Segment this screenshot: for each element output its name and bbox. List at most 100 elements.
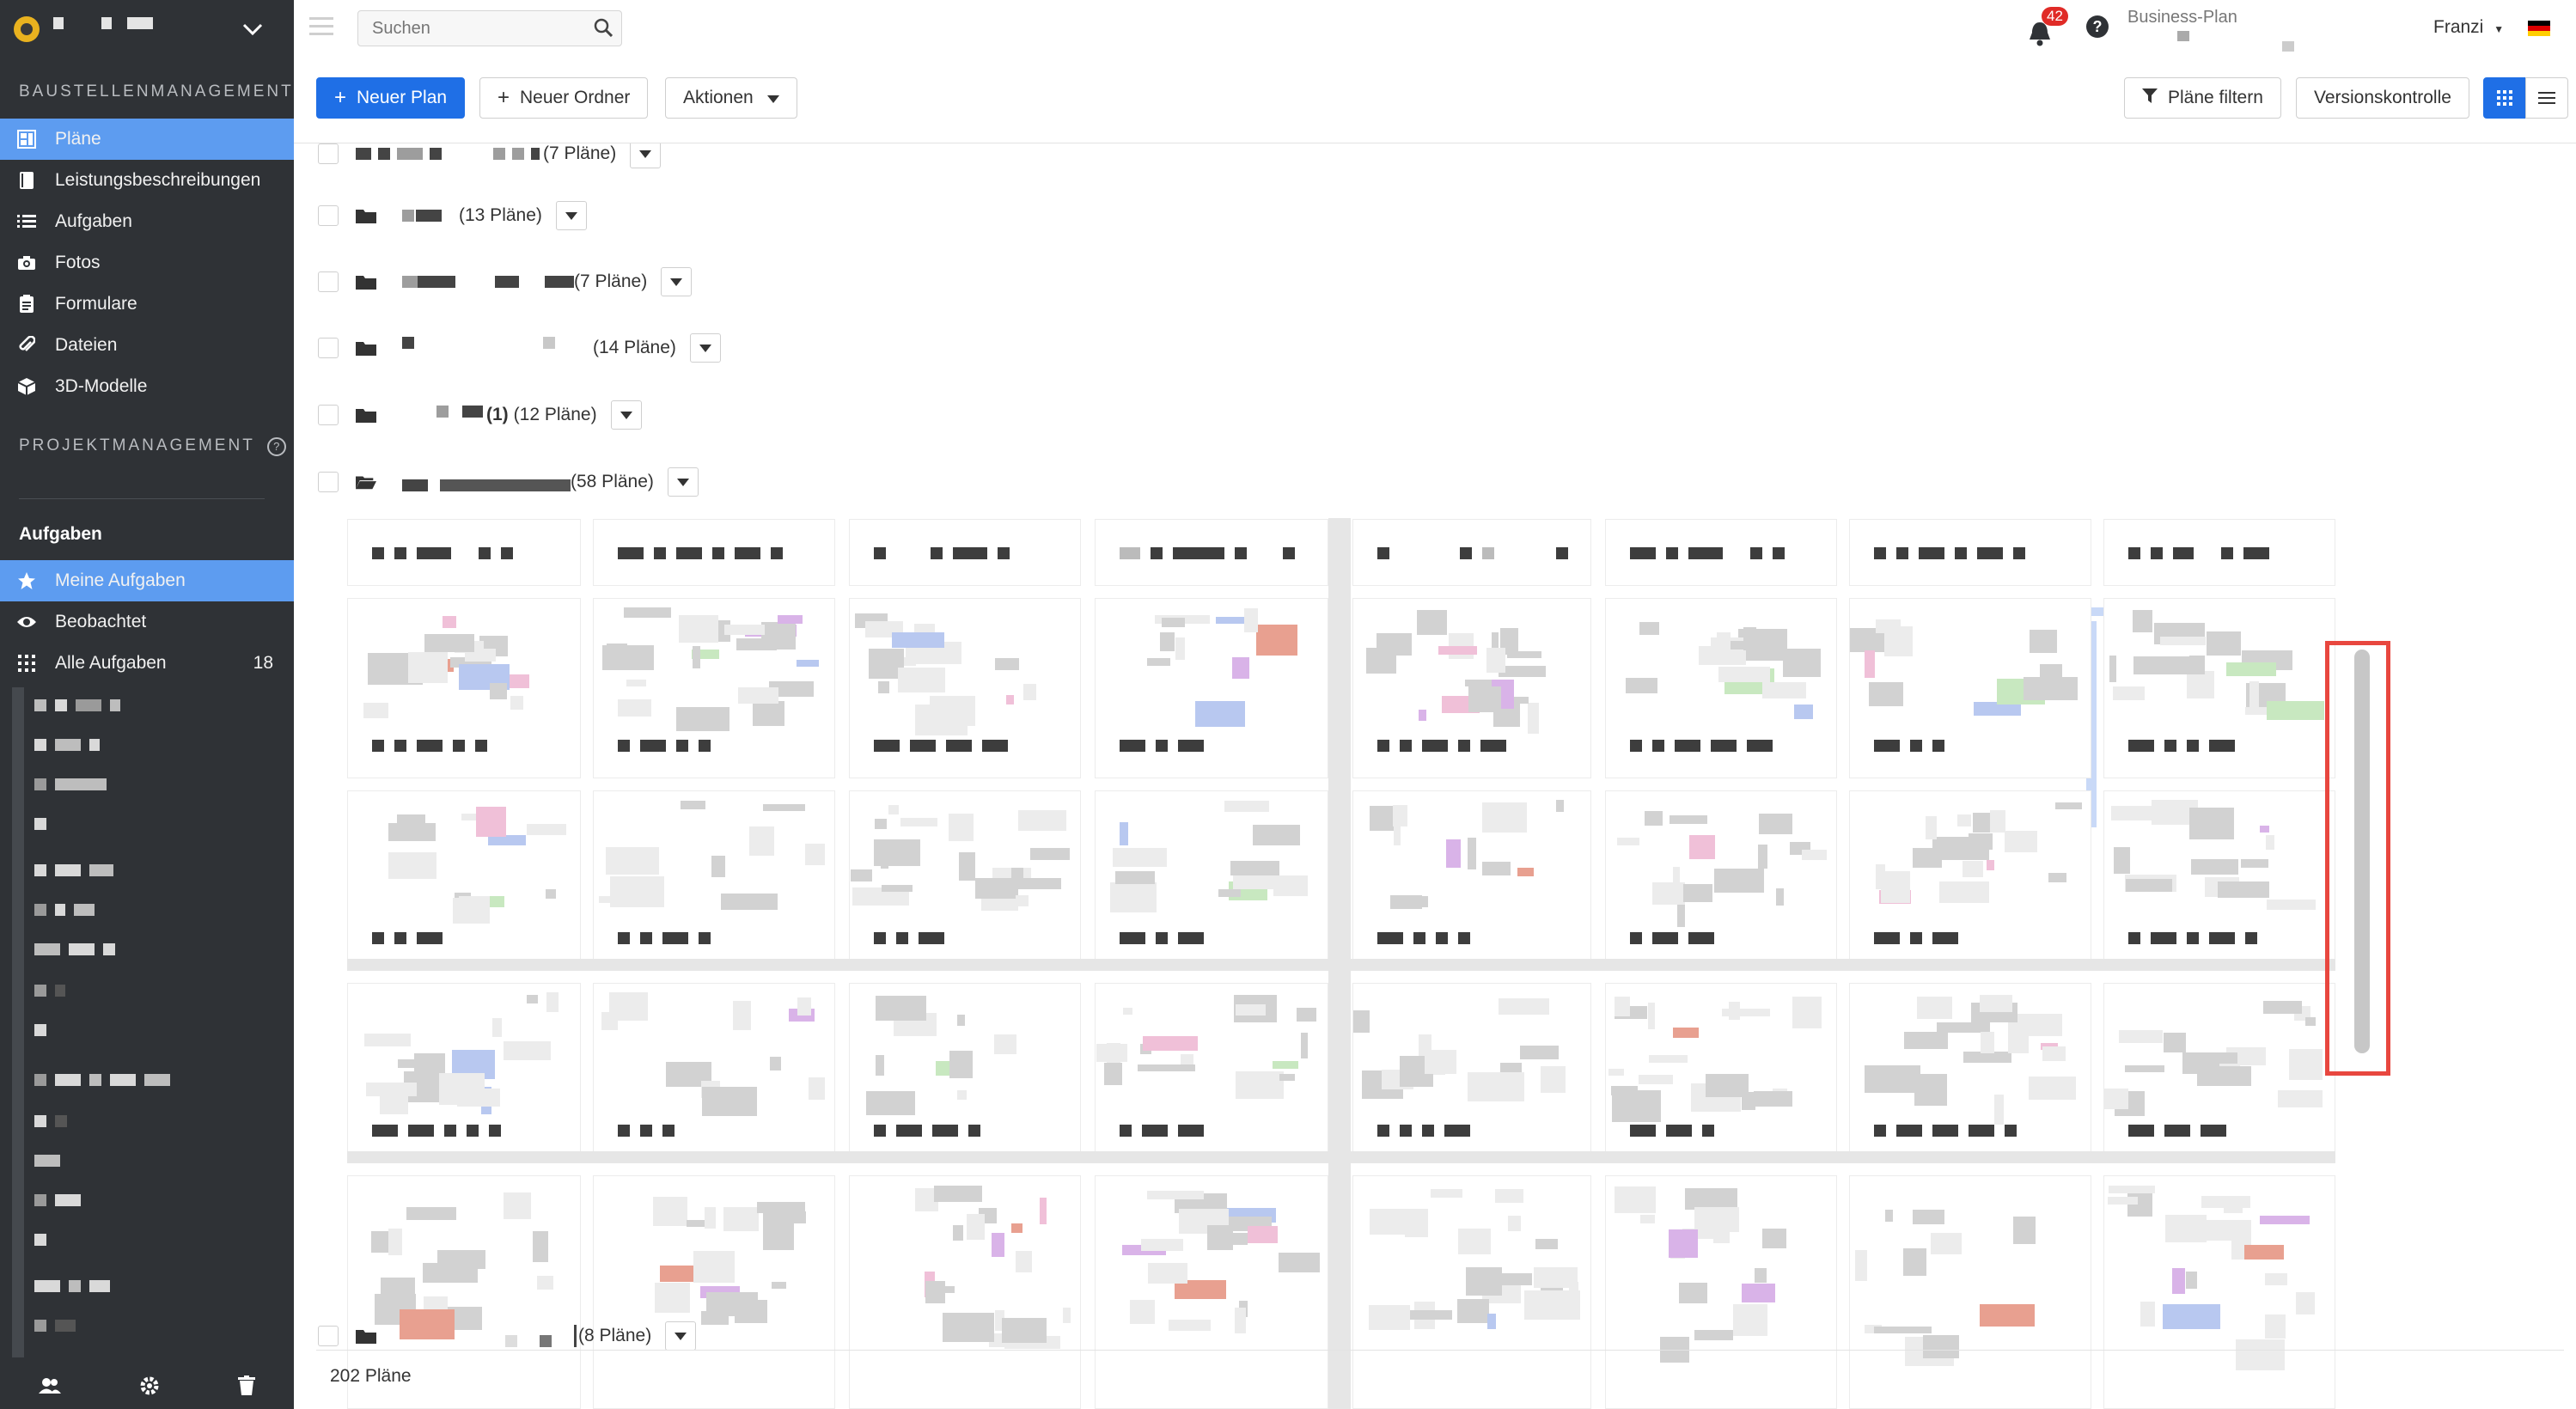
thumbnail-sketch-mark xyxy=(851,869,872,881)
plan-thumbnail[interactable] xyxy=(1849,1175,2091,1409)
folder-row[interactable]: (7 Pläne) xyxy=(318,143,662,171)
plan-thumbnail[interactable] xyxy=(1849,790,2091,971)
plan-thumbnail[interactable] xyxy=(1352,1175,1591,1409)
folder-checkbox[interactable] xyxy=(318,338,339,358)
version-control-button[interactable]: Versionskontrolle xyxy=(2296,77,2469,119)
folder-checkbox[interactable] xyxy=(318,143,339,164)
plan-thumbnail[interactable] xyxy=(1849,983,2091,1163)
filter-plans-button[interactable]: Pläne filtern xyxy=(2124,77,2281,119)
plan-thumbnail[interactable] xyxy=(347,983,581,1163)
folder-row[interactable]: (1) (12 Pläne) xyxy=(318,398,642,432)
folder-checkbox[interactable] xyxy=(318,205,339,226)
thumbnail-sketch-mark xyxy=(1903,1248,1926,1276)
sidebar-item-dateien[interactable]: Dateien xyxy=(0,325,294,366)
users-icon[interactable] xyxy=(39,1377,62,1399)
plan-thumbnail[interactable] xyxy=(1095,1175,1328,1409)
plan-thumbnail[interactable] xyxy=(2103,519,2335,586)
project-switcher[interactable] xyxy=(0,0,294,58)
plan-thumbnail[interactable] xyxy=(1605,519,1837,586)
plan-thumbnail[interactable] xyxy=(1095,598,1328,778)
folder-dropdown-button[interactable] xyxy=(667,467,699,497)
user-menu[interactable]: Franzi ▼ xyxy=(2433,17,2504,38)
thumbnail-sketch-mark xyxy=(992,1233,1004,1257)
help-circle-icon[interactable]: ? xyxy=(266,437,286,456)
plan-thumbnail[interactable] xyxy=(2103,1175,2335,1409)
search-input[interactable] xyxy=(370,16,580,40)
plan-thumbnail[interactable] xyxy=(1352,790,1591,971)
plan-thumbnail[interactable] xyxy=(849,1175,1081,1409)
new-plan-button[interactable]: + Neuer Plan xyxy=(316,77,466,119)
sidebar-item-alle-aufgaben[interactable]: Alle Aufgaben 18 xyxy=(0,643,294,684)
plan-thumbnail[interactable] xyxy=(849,790,1081,971)
plan-thumbnail[interactable] xyxy=(593,1175,835,1409)
search-icon[interactable] xyxy=(594,18,613,41)
plan-thumbnail[interactable] xyxy=(1095,790,1328,971)
folder-dropdown-button[interactable] xyxy=(665,1321,697,1351)
plan-thumbnail[interactable] xyxy=(2103,598,2335,778)
plan-thumbnail[interactable] xyxy=(347,519,581,586)
sidebar-item-formulare[interactable]: Formulare xyxy=(0,284,294,325)
folder-dropdown-button[interactable] xyxy=(610,400,642,430)
plan-thumbnail[interactable] xyxy=(2103,790,2335,971)
plan-thumbnail[interactable] xyxy=(347,790,581,971)
plan-thumbnail[interactable] xyxy=(1095,519,1328,586)
trash-icon[interactable] xyxy=(237,1375,255,1400)
plan-thumbnail[interactable] xyxy=(849,598,1081,778)
folder-row-open[interactable]: (58 Pläne) xyxy=(318,465,699,499)
plan-thumbnail[interactable] xyxy=(1605,790,1837,971)
thumbnail-sketch-mark xyxy=(1926,816,1937,839)
folder-row[interactable]: (14 Pläne) xyxy=(318,331,721,365)
plan-thumbnail[interactable] xyxy=(1849,598,2091,778)
plan-thumbnail[interactable] xyxy=(1849,519,2091,586)
language-flag-icon[interactable] xyxy=(2528,21,2550,36)
plan-thumbnail[interactable] xyxy=(593,598,835,778)
total-plans-count: 202 Pläne xyxy=(330,1366,412,1386)
new-folder-button[interactable]: + Neuer Ordner xyxy=(479,77,649,119)
sidebar-item-leistungsbeschreibungen[interactable]: Leistungsbeschreibungen xyxy=(0,160,294,201)
help-icon[interactable]: ? xyxy=(2086,15,2109,38)
sidebar-item-3d-modelle[interactable]: 3D-Modelle xyxy=(0,366,294,407)
sidebar-item-aufgaben[interactable]: Aufgaben xyxy=(0,201,294,242)
search-box[interactable] xyxy=(357,10,622,46)
plan-thumbnail[interactable] xyxy=(2103,983,2335,1163)
sidebar-scrollbar[interactable] xyxy=(12,687,24,1357)
grid-view-toggle[interactable] xyxy=(2483,77,2526,119)
plan-thumbnail[interactable] xyxy=(593,790,835,971)
folder-checkbox[interactable] xyxy=(318,1326,339,1346)
thumbnail-scrollbar[interactable] xyxy=(2354,650,2370,1053)
plan-thumbnail[interactable] xyxy=(849,519,1081,586)
plan-thumbnail[interactable] xyxy=(347,1175,581,1409)
folder-row[interactable]: (8 Pläne) xyxy=(318,1319,697,1353)
plan-thumbnail[interactable] xyxy=(1352,598,1591,778)
sidebar-item-fotos[interactable]: Fotos xyxy=(0,242,294,284)
plan-thumbnail[interactable] xyxy=(1605,983,1837,1163)
folder-row[interactable]: (7 Pläne) xyxy=(318,265,693,299)
plan-thumbnail[interactable] xyxy=(347,598,581,778)
list-view-toggle[interactable] xyxy=(2525,77,2568,119)
folder-dropdown-button[interactable] xyxy=(630,143,662,168)
plan-thumbnail[interactable] xyxy=(1095,983,1328,1163)
sidebar-item-beobachtet[interactable]: Beobachtet xyxy=(0,601,294,643)
plan-thumbnail[interactable] xyxy=(849,983,1081,1163)
notifications-bell[interactable]: 42 xyxy=(2030,7,2068,46)
sidebar-item-plaene[interactable]: Pläne xyxy=(0,119,294,160)
folder-dropdown-button[interactable] xyxy=(555,201,587,230)
sidebar-item-meine-aufgaben[interactable]: Meine Aufgaben xyxy=(0,560,294,601)
plan-thumbnail[interactable] xyxy=(1605,598,1837,778)
folder-row[interactable]: (13 Pläne) xyxy=(318,198,587,233)
plan-thumbnail[interactable] xyxy=(593,983,835,1163)
folder-dropdown-button[interactable] xyxy=(661,267,693,296)
hamburger-menu-icon[interactable] xyxy=(309,17,333,38)
thumbnail-sketch-mark xyxy=(624,607,671,618)
gear-icon[interactable] xyxy=(139,1375,160,1400)
folder-dropdown-button[interactable] xyxy=(689,333,721,363)
actions-dropdown-button[interactable]: Aktionen xyxy=(665,77,797,119)
plan-thumbnail[interactable] xyxy=(1605,1175,1837,1409)
folder-checkbox[interactable] xyxy=(318,271,339,292)
chevron-down-icon[interactable] xyxy=(241,17,265,41)
plan-thumbnail[interactable] xyxy=(593,519,835,586)
plan-thumbnail[interactable] xyxy=(1352,519,1591,586)
folder-checkbox[interactable] xyxy=(318,405,339,425)
plan-thumbnail[interactable] xyxy=(1352,983,1591,1163)
folder-checkbox[interactable] xyxy=(318,472,339,492)
